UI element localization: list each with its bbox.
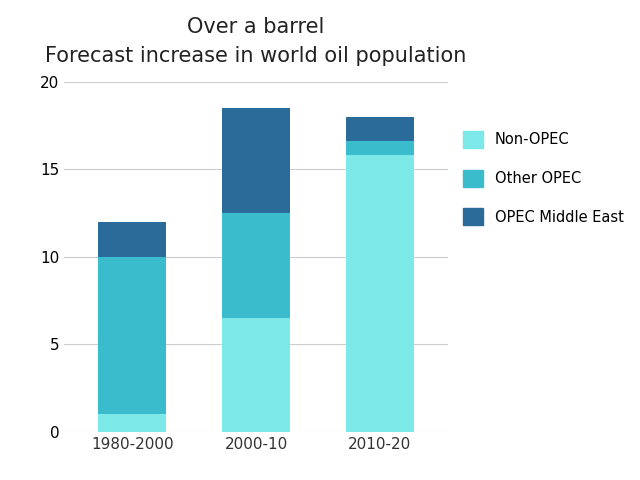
Bar — [346, 117, 414, 141]
Legend: Non-OPEC, Other OPEC, OPEC Middle East: Non-OPEC, Other OPEC, OPEC Middle East — [463, 131, 624, 225]
Bar — [98, 257, 166, 415]
Bar — [346, 155, 414, 432]
Bar — [98, 222, 166, 257]
Bar — [222, 108, 290, 213]
Bar — [346, 141, 414, 155]
Title: Over a barrel
Forecast increase in world oil population: Over a barrel Forecast increase in world… — [45, 16, 467, 66]
Bar — [222, 213, 290, 318]
Bar — [98, 415, 166, 432]
Bar — [222, 318, 290, 432]
